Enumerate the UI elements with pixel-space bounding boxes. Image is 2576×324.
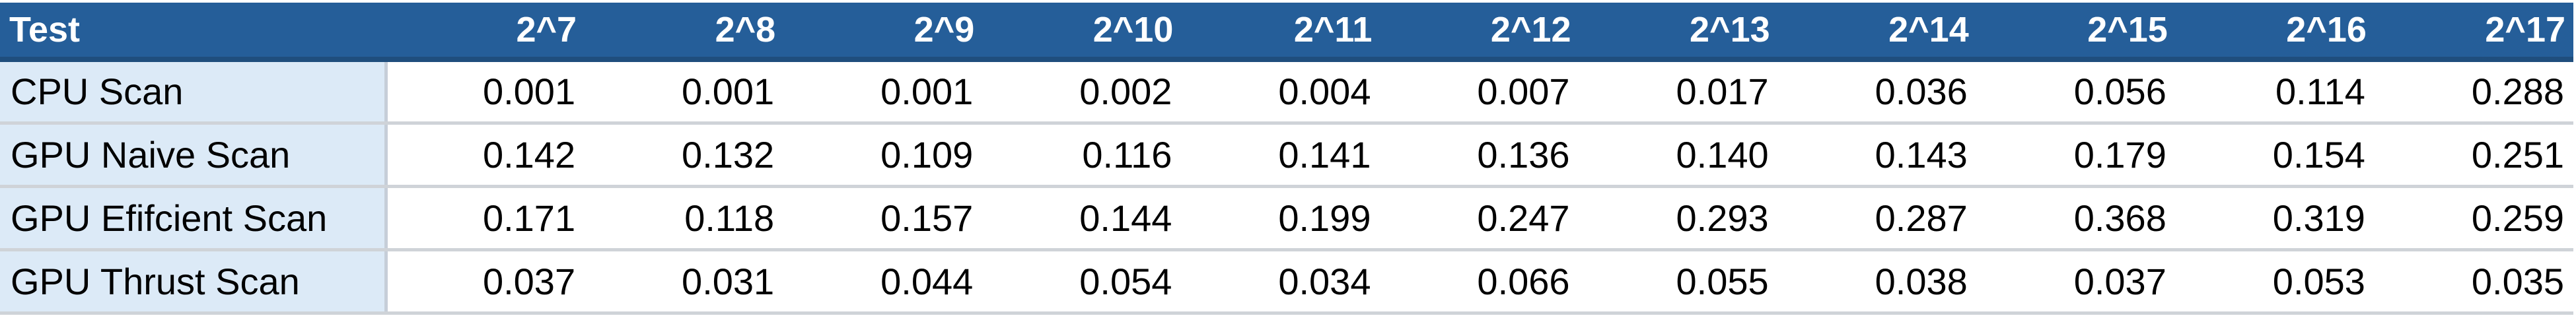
value-cell[interactable]: 0.259 xyxy=(2374,186,2574,251)
value-cell[interactable]: 0.368 xyxy=(1976,186,2176,251)
value-cell[interactable]: 0.247 xyxy=(1380,186,1579,251)
header-cell[interactable]: 2^7 xyxy=(386,3,585,62)
value-cell[interactable]: 0.251 xyxy=(2374,123,2574,188)
value-cell[interactable]: 0.038 xyxy=(1777,249,1977,315)
value-cell[interactable]: 0.118 xyxy=(585,186,784,251)
table-row: GPU Thrust Scan 0.037 0.031 0.044 0.054 … xyxy=(0,249,2574,315)
table-row: GPU Naive Scan 0.142 0.132 0.109 0.116 0… xyxy=(0,123,2574,188)
value-cell[interactable]: 0.157 xyxy=(783,186,983,251)
value-cell[interactable]: 0.109 xyxy=(783,123,983,188)
value-cell[interactable]: 0.001 xyxy=(585,59,784,125)
row-label-cell[interactable]: CPU Scan xyxy=(0,59,388,125)
value-cell[interactable]: 0.136 xyxy=(1380,123,1579,188)
value-cell[interactable]: 0.140 xyxy=(1579,123,1778,188)
header-cell-test[interactable]: Test xyxy=(0,3,386,62)
value-cell[interactable]: 0.031 xyxy=(585,249,784,315)
value-cell[interactable]: 0.132 xyxy=(585,123,784,188)
value-cell[interactable]: 0.141 xyxy=(1181,123,1380,188)
value-cell[interactable]: 0.017 xyxy=(1579,59,1778,125)
value-cell[interactable]: 0.037 xyxy=(386,249,585,315)
value-cell[interactable]: 0.034 xyxy=(1181,249,1380,315)
value-cell[interactable]: 0.036 xyxy=(1777,59,1977,125)
value-cell[interactable]: 0.142 xyxy=(386,123,585,188)
header-cell[interactable]: 2^10 xyxy=(982,3,1182,62)
header-cell[interactable]: 2^8 xyxy=(585,3,784,62)
value-cell[interactable]: 0.001 xyxy=(386,59,585,125)
value-cell[interactable]: 0.288 xyxy=(2374,59,2574,125)
timing-table: Test 2^7 2^8 2^9 2^10 2^11 2^12 2^13 2^1… xyxy=(0,3,2574,315)
value-cell[interactable]: 0.004 xyxy=(1181,59,1380,125)
value-cell[interactable]: 0.319 xyxy=(2175,186,2375,251)
value-cell[interactable]: 0.055 xyxy=(1579,249,1778,315)
header-cell[interactable]: 2^15 xyxy=(1976,3,2176,62)
row-label-cell[interactable]: GPU Thrust Scan xyxy=(0,249,388,315)
value-cell[interactable]: 0.154 xyxy=(2175,123,2375,188)
value-cell[interactable]: 0.144 xyxy=(982,186,1182,251)
value-cell[interactable]: 0.001 xyxy=(783,59,983,125)
row-label-cell[interactable]: GPU Efifcient Scan xyxy=(0,186,388,251)
header-cell[interactable]: 2^16 xyxy=(2175,3,2375,62)
value-cell[interactable]: 0.054 xyxy=(982,249,1182,315)
value-cell[interactable]: 0.143 xyxy=(1777,123,1977,188)
value-cell[interactable]: 0.007 xyxy=(1380,59,1579,125)
value-cell[interactable]: 0.037 xyxy=(1976,249,2176,315)
table-header-row: Test 2^7 2^8 2^9 2^10 2^11 2^12 2^13 2^1… xyxy=(0,3,2574,62)
value-cell[interactable]: 0.044 xyxy=(783,249,983,315)
value-cell[interactable]: 0.053 xyxy=(2175,249,2375,315)
table-row: CPU Scan 0.001 0.001 0.001 0.002 0.004 0… xyxy=(0,59,2574,125)
header-cell[interactable]: 2^9 xyxy=(783,3,983,62)
row-label-cell[interactable]: GPU Naive Scan xyxy=(0,123,388,188)
header-cell[interactable]: 2^13 xyxy=(1579,3,1778,62)
value-cell[interactable]: 0.116 xyxy=(982,123,1182,188)
value-cell[interactable]: 0.171 xyxy=(386,186,585,251)
value-cell[interactable]: 0.114 xyxy=(2175,59,2375,125)
header-cell[interactable]: 2^11 xyxy=(1181,3,1380,62)
value-cell[interactable]: 0.056 xyxy=(1976,59,2176,125)
value-cell[interactable]: 0.199 xyxy=(1181,186,1380,251)
header-cell[interactable]: 2^12 xyxy=(1380,3,1579,62)
value-cell[interactable]: 0.002 xyxy=(982,59,1182,125)
value-cell[interactable]: 0.179 xyxy=(1976,123,2176,188)
value-cell[interactable]: 0.066 xyxy=(1380,249,1579,315)
value-cell[interactable]: 0.287 xyxy=(1777,186,1977,251)
value-cell[interactable]: 0.035 xyxy=(2374,249,2574,315)
header-cell[interactable]: 2^17 xyxy=(2374,3,2574,62)
value-cell[interactable]: 0.293 xyxy=(1579,186,1778,251)
table-row: GPU Efifcient Scan 0.171 0.118 0.157 0.1… xyxy=(0,186,2574,251)
header-cell[interactable]: 2^14 xyxy=(1777,3,1977,62)
